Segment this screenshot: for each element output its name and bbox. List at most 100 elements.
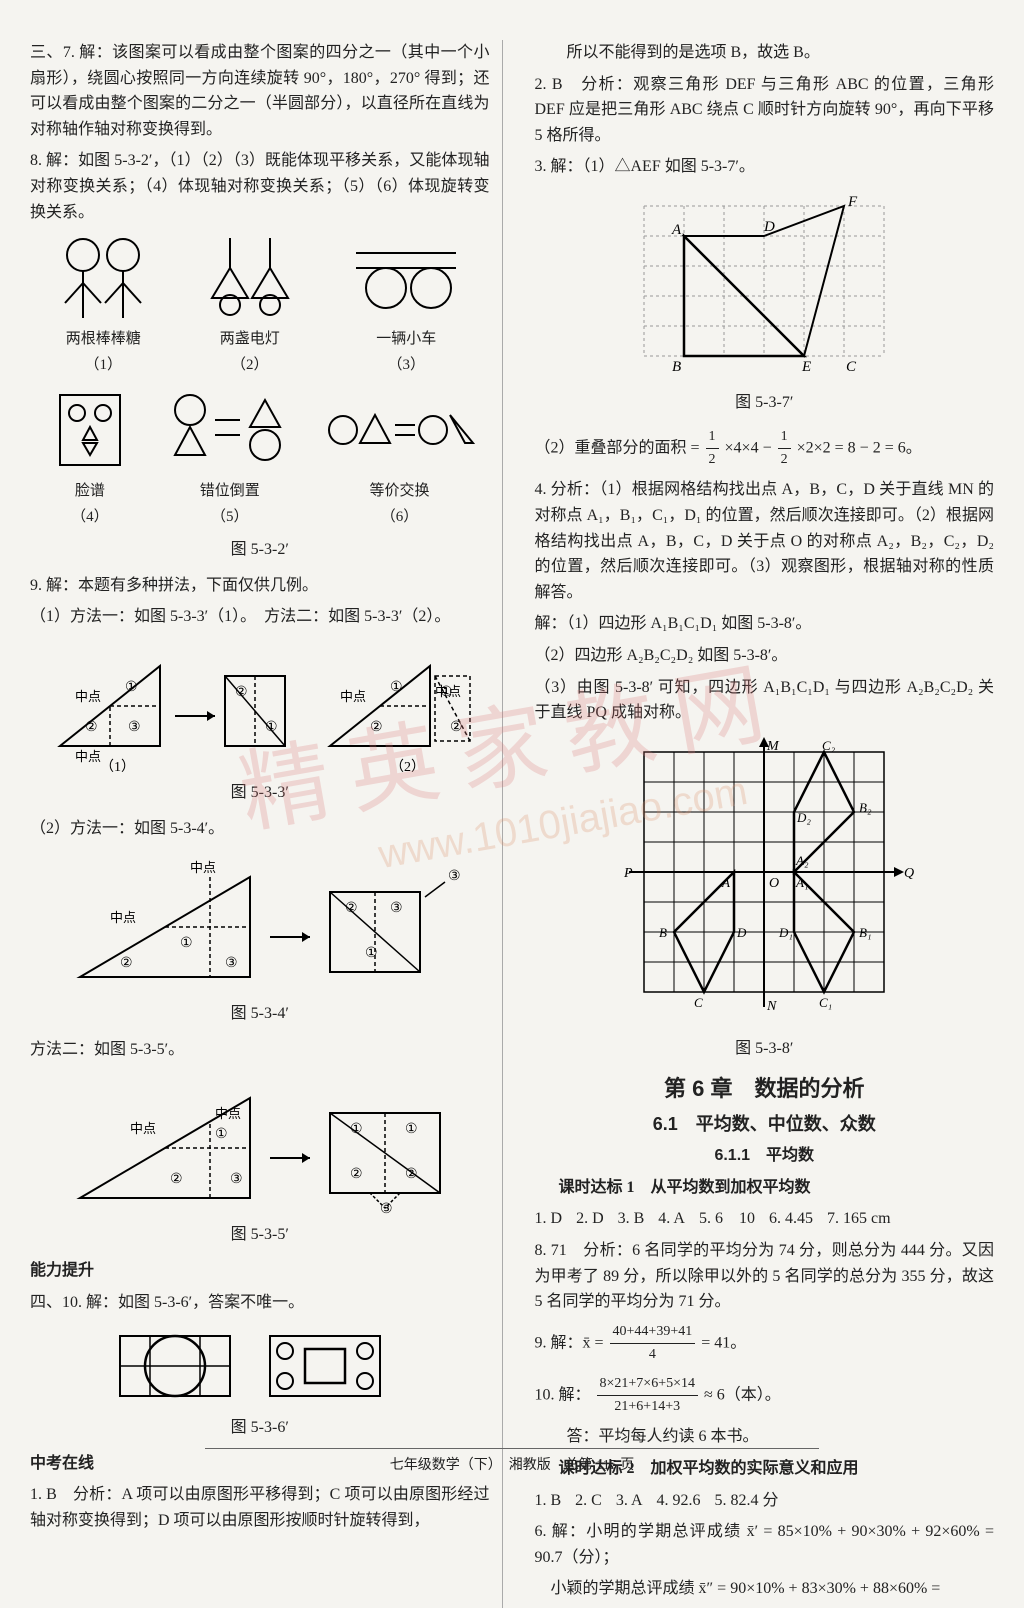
svg-text:A₂: A₂ [795, 853, 809, 868]
caption-533: 图 5-3-3′ [30, 780, 490, 806]
svg-text:D: D [736, 925, 747, 940]
lamps-icon [200, 233, 300, 323]
face-icon [45, 385, 135, 475]
left-column: 三、7. 解：该图案可以看成由整个图案的四分之一（其中一个小扇形），绕圆心按照同… [30, 40, 503, 1608]
fig5-label: 错位倒置 [165, 479, 295, 503]
svg-text:D₁: D₁ [778, 925, 793, 940]
ans2-5: 5. 82.4 分 [715, 1492, 779, 1509]
svg-text:C₂: C₂ [822, 738, 836, 753]
q8r-text: 8. 71 分析：6 名同学的平均分为 74 分，则总分为 444 分。又因为甲… [535, 1238, 995, 1315]
right-column: 所以不能得到的是选项 B，故选 B。 2. B 分析：观察三角形 DEF 与三角… [523, 40, 995, 1608]
svg-text:B₁: B₁ [859, 925, 871, 940]
q10r-pre: 10. 解： [535, 1386, 591, 1403]
q9b-text: （1）方法一：如图 5-3-3′（1）。 方法二：如图 5-3-3′（2）。 [30, 604, 490, 630]
ans1-5: 5. 6 10 [699, 1210, 755, 1227]
svg-text:C: C [694, 995, 703, 1010]
svg-text:中点: 中点 [130, 1121, 156, 1136]
svg-text:D₂: D₂ [796, 810, 811, 825]
fig-1: 两根棒棒糖 （1） [53, 233, 153, 377]
svg-text:②: ② [370, 720, 383, 735]
ans1-6: 6. 4.45 [769, 1210, 813, 1227]
q1b-text: 1. B 分析：A 项可以由原图形平移得到；C 项可以由原图形经过轴对称变换得到… [30, 1482, 490, 1533]
frac-half-2: 12 [778, 426, 791, 472]
svg-text:②: ② [85, 720, 98, 735]
caption-534: 图 5-3-4′ [30, 1001, 490, 1027]
ans2-row: 1. B 2. C 3. A 4. 92.6 5. 82.4 分 [535, 1488, 995, 1514]
chapter-title: 第 6 章 数据的分析 [535, 1071, 995, 1106]
svg-text:③: ③ [390, 901, 403, 916]
cont1-text: 所以不能得到的是选项 B，故选 B。 [535, 40, 995, 66]
q4b-text: 解：（1）四边形 A₁B₁C₁D₁ 如图 5-3-8′。 [535, 611, 995, 637]
ans2-1: 1. B [535, 1492, 562, 1509]
fig2-label: 两盏电灯 [200, 327, 300, 351]
svg-text:②: ② [120, 956, 133, 971]
footer-text: 七年级数学（下） 湘教版 总第 115 页 [390, 1458, 634, 1473]
ans1-row: 1. D 2. D 3. B 4. A 5. 6 10 6. 4.45 7. 1… [535, 1206, 995, 1232]
svg-text:①: ① [440, 685, 453, 700]
q9r-frac: 40+44+39+41 4 [610, 1321, 696, 1367]
fig6-num: （6） [325, 505, 475, 529]
svg-text:B: B [659, 925, 667, 940]
q9d-text: 方法二：如图 5-3-5′。 [30, 1037, 490, 1063]
svg-text:①: ① [405, 1122, 418, 1137]
svg-text:①: ① [350, 1122, 363, 1137]
q10r-den: 21+6+14+3 [597, 1396, 698, 1418]
fig-row-2: 脸谱 （4） 错位倒置 （5） [30, 385, 490, 529]
q3b-end: ×2×2 = 8 − 2 = 6。 [797, 439, 922, 456]
lollipops-icon [53, 233, 153, 323]
ans1-7: 7. 165 cm [827, 1210, 891, 1227]
svg-text:A₁: A₁ [795, 875, 808, 890]
svg-text:A: A [671, 222, 682, 238]
ans2-3: 3. A [616, 1492, 643, 1509]
fig4-label: 脸谱 [45, 479, 135, 503]
q10r-num: 8×21+7×6+5×14 [597, 1373, 698, 1396]
subsection-title: 6.1.1 平均数 [535, 1143, 995, 1169]
svg-text:D: D [763, 219, 775, 235]
fig-6: 等价交换 （6） [325, 385, 475, 529]
q3b-text: （2）重叠部分的面积 = 12 ×4×4 − 12 ×2×2 = 8 − 2 =… [535, 426, 995, 472]
fig-4: 脸谱 （4） [45, 385, 135, 529]
svg-text:F: F [847, 194, 858, 210]
fig3-num: （3） [346, 353, 466, 377]
svg-text:①: ① [390, 680, 403, 695]
svg-text:P: P [623, 866, 633, 881]
svg-text:①: ① [215, 1127, 228, 1142]
fig-3: 一辆小车 （3） [346, 233, 466, 377]
svg-text:③: ③ [448, 869, 461, 884]
caption-536: 图 5-3-6′ [30, 1415, 490, 1441]
q2r-text: 2. B 分析：观察三角形 DEF 与三角形 ABC 的位置，三角形 DEF 应… [535, 72, 995, 149]
fig-5: 错位倒置 （5） [165, 385, 295, 529]
svg-text:②: ② [405, 1167, 418, 1182]
svg-text:Q: Q [904, 866, 914, 881]
exchange-icon [325, 385, 475, 475]
fig-533: 中点 ① ② ③ 中点 ② ① （1） 中点 ① ② 中点 ① ② [40, 636, 480, 776]
svg-text:③: ③ [230, 1172, 243, 1187]
fig-row-1: 两根棒棒糖 （1） 两盏电灯 （2） [30, 233, 490, 377]
svg-text:③: ③ [128, 720, 141, 735]
q9r-den: 4 [610, 1344, 696, 1366]
section-title: 6.1 平均数、中位数、众数 [535, 1110, 995, 1139]
svg-text:A: A [721, 875, 730, 890]
ans2-2: 2. C [575, 1492, 602, 1509]
q9a-text: 9. 解：本题有多种拼法，下面仅供几例。 [30, 573, 490, 599]
fig2-num: （2） [200, 353, 300, 377]
svg-text:M: M [766, 739, 780, 754]
q10r-text: 10. 解： 8×21+7×6+5×14 21+6+14+3 ≈ 6（本）。 [535, 1373, 995, 1419]
fig4-num: （4） [45, 505, 135, 529]
q8-text: 8. 解：如图 5-3-2′，（1）（2）（3）既能体现平移关系，又能体现轴对称… [30, 148, 490, 225]
ans1-1: 1. D [535, 1210, 563, 1227]
q3b-mid: ×4×4 − [725, 439, 776, 456]
svg-text:①: ① [180, 936, 193, 951]
caption-537: 图 5-3-7′ [535, 390, 995, 416]
svg-text:中点: 中点 [75, 749, 101, 764]
fig5-num: （5） [165, 505, 295, 529]
svg-text:②: ② [170, 1172, 183, 1187]
caption-535: 图 5-3-5′ [30, 1222, 490, 1248]
ans1-4: 4. A [658, 1210, 685, 1227]
fig1-num: （1） [53, 353, 153, 377]
ans1-3: 3. B [618, 1210, 645, 1227]
lesson1-title: 课时达标 1 从平均数到加权平均数 [535, 1175, 995, 1201]
svg-text:②: ② [450, 720, 463, 735]
svg-text:O: O [769, 876, 779, 891]
svg-text:②: ② [235, 685, 248, 700]
